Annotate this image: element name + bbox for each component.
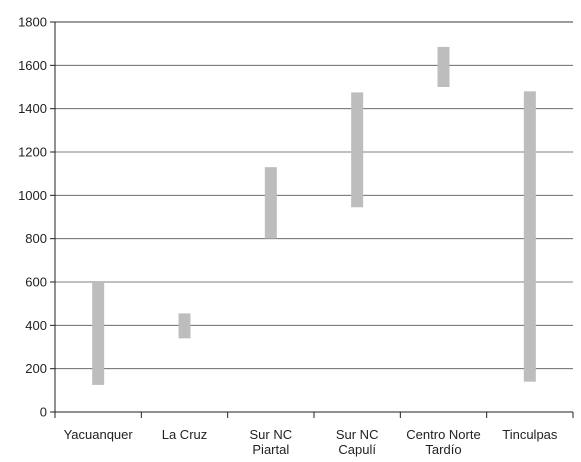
y-tick-label: 800: [25, 231, 47, 246]
x-category-label: Centro Norte: [406, 427, 480, 442]
y-tick-labels: 0 200 400 600 800 1000 1200 1400 1600 1800: [18, 15, 47, 420]
gridlines: [55, 21, 573, 370]
x-category-label: Yacuanquer: [64, 427, 134, 442]
y-tick-label: 0: [40, 405, 47, 420]
range-bar: [437, 46, 450, 87]
axes: [50, 21, 574, 418]
x-category-label: Sur NC: [250, 427, 293, 442]
x-category-label: La Cruz: [162, 427, 208, 442]
y-tick-label: 1200: [18, 145, 47, 160]
x-category-label: Tardío: [425, 442, 461, 457]
range-bars: [92, 46, 536, 385]
y-tick-label: 1600: [18, 58, 47, 73]
range-bar: [92, 282, 105, 385]
y-tick-label: 1400: [18, 101, 47, 116]
x-category-label: Sur NC: [336, 427, 379, 442]
x-category-label: Piartal: [252, 442, 289, 457]
y-tick-label: 1800: [18, 15, 47, 30]
range-bar: [264, 167, 277, 239]
y-tick-label: 400: [25, 318, 47, 333]
y-tick-label: 600: [25, 275, 47, 290]
range-bar: [178, 313, 191, 339]
y-tick-label: 1000: [18, 188, 47, 203]
range-bar: [351, 92, 364, 208]
x-category-label: Tinculpas: [502, 427, 558, 442]
x-category-label: Capulí: [338, 442, 376, 457]
y-tick-label: 200: [25, 361, 47, 376]
range-bar: [523, 91, 536, 382]
